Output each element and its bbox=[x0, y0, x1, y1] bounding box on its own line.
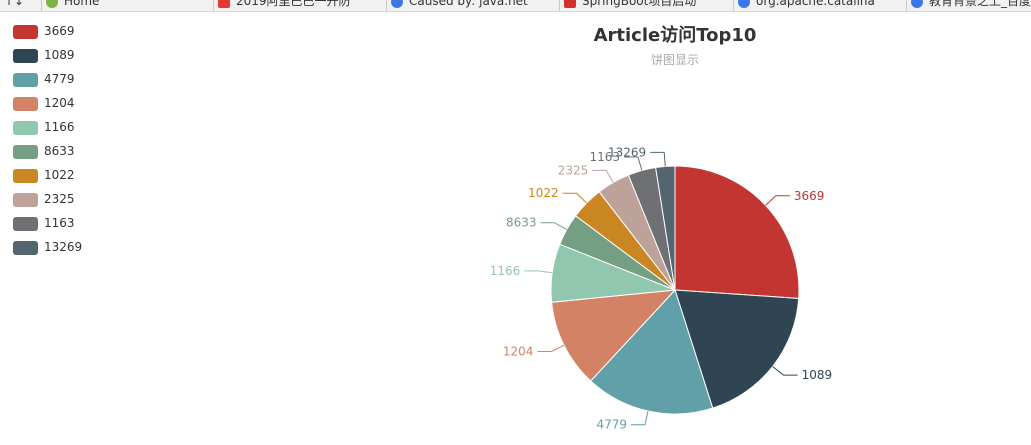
legend-swatch bbox=[13, 169, 38, 183]
pie-leader-line-6 bbox=[562, 192, 587, 204]
app-icon bbox=[218, 0, 230, 8]
pie-label-7: 2325 bbox=[558, 163, 589, 177]
legend-swatch bbox=[13, 217, 38, 231]
paw-icon bbox=[391, 0, 403, 8]
c-icon bbox=[564, 0, 576, 8]
legend-label: 3669 bbox=[44, 24, 75, 38]
legend-label: 4779 bbox=[44, 72, 75, 86]
pie-label-0: 3669 bbox=[794, 189, 825, 203]
legend-swatch bbox=[13, 49, 38, 63]
legend-swatch bbox=[13, 145, 38, 159]
legend-label: 1089 bbox=[44, 48, 75, 62]
pie-leader-line-2 bbox=[631, 410, 649, 426]
pie-leader-line-1 bbox=[772, 366, 798, 376]
pie-leader-line-5 bbox=[540, 222, 567, 230]
pie-slice-2[interactable] bbox=[590, 289, 714, 415]
pie-slice-9[interactable] bbox=[655, 165, 676, 291]
tab-1[interactable]: 2019阿里巴巴一开防 bbox=[214, 0, 387, 11]
legend-label: 1163 bbox=[44, 216, 75, 230]
pie-leader-line-8 bbox=[624, 156, 643, 171]
tab-label: SpringBoot项目启动 bbox=[582, 0, 697, 8]
pie-label-5: 8633 bbox=[506, 216, 537, 230]
pie-leader-line-9 bbox=[650, 151, 666, 167]
legend-label: 8633 bbox=[44, 144, 75, 158]
legend-label: 2325 bbox=[44, 192, 75, 206]
legend-label: 1166 bbox=[44, 120, 75, 134]
pie-leader-line-0 bbox=[765, 195, 790, 206]
paw-icon bbox=[738, 0, 750, 8]
legend-swatch bbox=[13, 121, 38, 135]
pie-leader-line-3 bbox=[537, 344, 565, 352]
tab-label: 教育背景之上_百度 bbox=[929, 0, 1031, 8]
pie-label-6: 1022 bbox=[528, 186, 559, 200]
tab-label: org.apache.catalina bbox=[756, 0, 875, 8]
legend-swatch bbox=[13, 73, 38, 87]
legend-swatch bbox=[13, 193, 38, 207]
legend-label: 13269 bbox=[44, 240, 83, 254]
browser-tab-bar: ↑↓ Home 2019阿里巴巴一开防 Caused by: java.net … bbox=[0, 0, 1031, 12]
legend-label: 1022 bbox=[44, 168, 75, 182]
pie-leader-line-7 bbox=[592, 169, 614, 183]
pie-leader-line-4 bbox=[524, 270, 553, 274]
pie-label-1: 1089 bbox=[802, 368, 833, 382]
tab-5[interactable]: 教育背景之上_百度 bbox=[907, 0, 1031, 11]
tab-2[interactable]: Caused by: java.net bbox=[387, 0, 560, 11]
tab-home[interactable]: Home bbox=[42, 0, 214, 11]
pie-slice-0[interactable] bbox=[674, 165, 800, 299]
pie-label-9: 13269 bbox=[608, 145, 646, 159]
pie-label-8: 1163 bbox=[590, 150, 621, 164]
tab-label: Caused by: java.net bbox=[409, 0, 528, 8]
chart-subtitle: 饼图显示 bbox=[650, 53, 699, 67]
tab-label: 2019阿里巴巴一开防 bbox=[236, 0, 351, 8]
legend-swatch bbox=[13, 97, 38, 111]
legend-swatch bbox=[13, 241, 38, 255]
pie-label-4: 1166 bbox=[490, 264, 521, 278]
pie-label-2: 4779 bbox=[596, 418, 627, 432]
tab-3[interactable]: SpringBoot项目启动 bbox=[560, 0, 734, 11]
chart-title: Article访问Top10 bbox=[593, 25, 757, 46]
pie-label-3: 1204 bbox=[503, 344, 534, 358]
tab-4[interactable]: org.apache.catalina bbox=[734, 0, 907, 11]
tab-label: Home bbox=[64, 0, 100, 8]
tab-0[interactable]: ↑↓ bbox=[0, 0, 42, 11]
pie-slice-1[interactable] bbox=[674, 289, 800, 409]
tab-close-icon[interactable]: ↑↓ bbox=[4, 0, 25, 8]
legend-swatch bbox=[13, 25, 38, 39]
paw-icon bbox=[911, 0, 923, 8]
leaf-icon bbox=[46, 0, 58, 8]
legend-label: 1204 bbox=[44, 96, 75, 110]
